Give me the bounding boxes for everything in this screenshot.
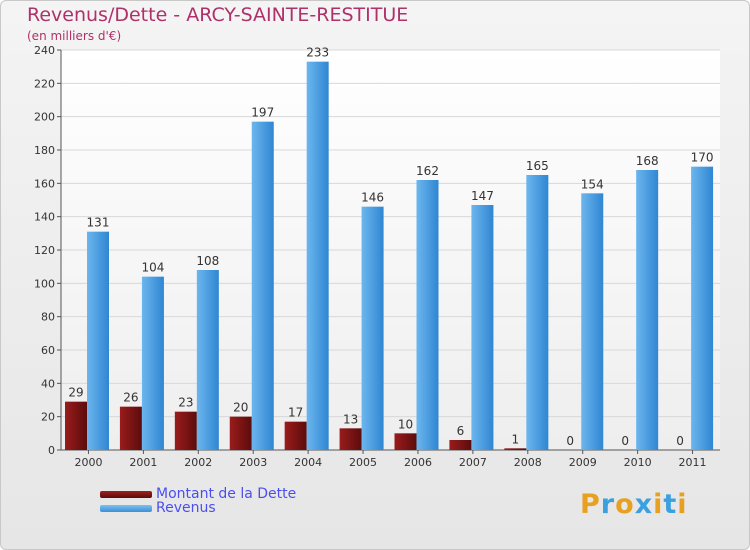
y-tick-label: 160 — [34, 177, 55, 190]
data-label-revenue-2002: 108 — [196, 254, 219, 268]
y-tick-label: 100 — [34, 277, 55, 290]
logo-letter: i — [677, 489, 688, 520]
bar-debt-2007 — [449, 440, 472, 450]
x-tick-label: 2000 — [74, 456, 102, 469]
data-label-revenue-2008: 165 — [526, 159, 549, 173]
bar-revenue-2005 — [361, 206, 384, 450]
data-label-debt-2002: 23 — [178, 396, 193, 410]
data-label-revenue-2003: 197 — [251, 106, 274, 120]
legend-swatch-revenue — [100, 504, 152, 512]
data-label-debt-2004: 17 — [288, 406, 303, 420]
bar-debt-2008 — [504, 448, 527, 450]
data-label-debt-2010: 0 — [621, 434, 629, 448]
data-label-debt-2009: 0 — [566, 434, 574, 448]
data-label-revenue-2005: 146 — [361, 191, 384, 205]
y-tick-label: 200 — [34, 111, 55, 124]
bar-debt-2002 — [174, 411, 197, 450]
y-tick-label: 220 — [34, 77, 55, 90]
data-label-revenue-2011: 170 — [691, 151, 714, 165]
legend-item-debt: Montant de la Dette — [100, 486, 296, 502]
x-tick-label: 2006 — [404, 456, 432, 469]
bar-revenue-2004 — [306, 61, 329, 451]
data-label-debt-2011: 0 — [676, 434, 684, 448]
logo-letter: x — [634, 489, 654, 520]
logo-letter: P — [580, 489, 601, 520]
y-tick-label: 0 — [48, 444, 55, 457]
chart-subtitle: (en milliers d'€) — [27, 29, 122, 43]
y-tick-label: 140 — [34, 211, 55, 224]
x-tick-label: 2009 — [569, 456, 597, 469]
legend-item-revenue: Revenus — [100, 500, 216, 516]
chart-title: Revenus/Dette - ARCY-SAINTE-RESTITUE — [27, 4, 409, 26]
data-label-revenue-2009: 154 — [581, 177, 604, 191]
x-tick-label: 2003 — [239, 456, 267, 469]
data-label-revenue-2007: 147 — [471, 189, 494, 203]
legend-label-revenue: Revenus — [156, 500, 216, 516]
data-label-debt-2001: 26 — [123, 391, 138, 405]
y-tick-label: 20 — [41, 411, 55, 424]
y-tick-label: 80 — [41, 311, 55, 324]
x-tick-label: 2004 — [294, 456, 322, 469]
bar-revenue-2001 — [141, 276, 164, 450]
data-label-revenue-2001: 104 — [141, 261, 164, 275]
proxiti-logo: Proxiti — [580, 489, 688, 520]
x-tick-label: 2001 — [129, 456, 157, 469]
data-label-debt-2006: 10 — [398, 417, 413, 431]
bar-debt-2004 — [284, 421, 307, 450]
data-label-revenue-2010: 168 — [636, 154, 659, 168]
x-tick-label: 2005 — [349, 456, 377, 469]
bar-revenue-2002 — [196, 270, 219, 450]
data-label-revenue-2000: 131 — [87, 216, 110, 230]
bar-debt-2001 — [119, 406, 142, 450]
bar-revenue-2003 — [251, 121, 274, 451]
data-label-debt-2003: 20 — [233, 401, 248, 415]
bar-revenue-2007 — [471, 205, 494, 450]
data-label-debt-2005: 13 — [343, 412, 358, 426]
data-label-revenue-2006: 162 — [416, 164, 439, 178]
data-label-revenue-2004: 233 — [306, 46, 329, 60]
x-tick-label: 2007 — [459, 456, 487, 469]
logo-letter: t — [663, 489, 678, 520]
data-label-debt-2007: 6 — [457, 424, 465, 438]
x-tick-label: 2008 — [514, 456, 542, 469]
y-tick-label: 240 — [34, 44, 55, 57]
bar-debt-2006 — [394, 433, 417, 450]
logo-letter: o — [615, 489, 635, 520]
bar-revenue-2009 — [581, 193, 604, 451]
bar-debt-2000 — [65, 401, 87, 450]
logo-letter: r — [600, 489, 616, 520]
bar-revenue-2010 — [636, 170, 659, 450]
bar-revenue-2006 — [416, 180, 439, 450]
y-tick-label: 60 — [41, 344, 55, 357]
bar-revenue-2000 — [87, 231, 109, 450]
data-label-debt-2000: 29 — [68, 386, 83, 400]
y-tick-label: 180 — [34, 144, 55, 157]
bar-debt-2003 — [229, 416, 252, 450]
bar-revenue-2011 — [691, 166, 714, 450]
logo-letter: i — [653, 489, 664, 520]
legend-label-debt: Montant de la Dette — [156, 486, 297, 502]
data-label-debt-2008: 1 — [512, 432, 520, 446]
x-tick-label: 2002 — [184, 456, 212, 469]
legend-swatch-debt — [100, 490, 152, 498]
bar-debt-2005 — [339, 428, 362, 450]
y-tick-label: 120 — [34, 244, 55, 257]
y-tick-label: 40 — [41, 377, 55, 390]
x-tick-label: 2011 — [679, 456, 707, 469]
x-tick-label: 2010 — [624, 456, 652, 469]
bar-revenue-2008 — [526, 175, 549, 450]
